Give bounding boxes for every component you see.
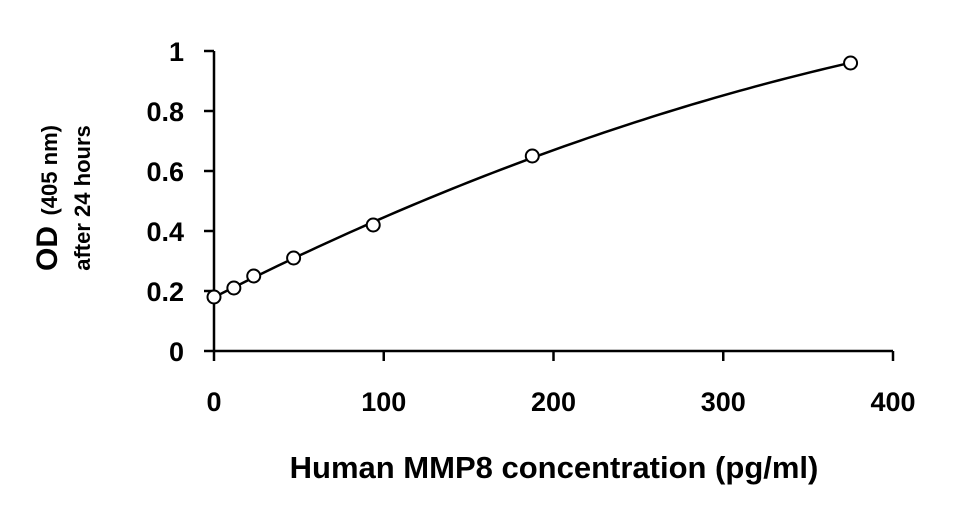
x-axis-title: Human MMP8 concentration (pg/ml) <box>290 450 819 485</box>
y-tick-label: 0.6 <box>146 157 184 187</box>
y-axis-title-unit: (405 nm) <box>37 125 62 215</box>
data-point <box>843 55 859 71</box>
y-tick-label: 0.8 <box>146 97 184 127</box>
data-point <box>206 289 222 305</box>
y-tick-label: 0 <box>169 337 184 367</box>
x-tick-label: 200 <box>531 387 576 417</box>
data-point <box>286 250 302 266</box>
y-axis-title-line1: OD (405 nm) <box>31 125 64 271</box>
x-tick-label: 100 <box>361 387 406 417</box>
y-axis-title-main: OD <box>31 226 64 271</box>
y-ticks: 0 0.2 0.4 0.6 0.8 1 <box>146 37 214 367</box>
y-axis-title-line2: after 24 hours <box>70 125 95 271</box>
y-tick-label: 1 <box>169 37 184 67</box>
data-point <box>226 280 242 296</box>
fit-curve <box>213 61 851 299</box>
y-tick-label: 0.2 <box>146 277 184 307</box>
axes: 0 0.2 0.4 0.6 0.8 1 0 100 200 300 400 <box>146 37 915 417</box>
x-tick-label: 0 <box>206 387 221 417</box>
data-point <box>246 268 262 284</box>
data-points <box>206 55 859 305</box>
data-point <box>524 148 540 164</box>
x-tick-label: 300 <box>701 387 746 417</box>
data-point <box>365 217 381 233</box>
x-ticks: 0 100 200 300 400 <box>206 351 916 417</box>
x-tick-label: 400 <box>870 387 915 417</box>
y-tick-label: 0.4 <box>146 217 184 247</box>
y-axis-title: OD (405 nm) after 24 hours <box>31 125 95 271</box>
